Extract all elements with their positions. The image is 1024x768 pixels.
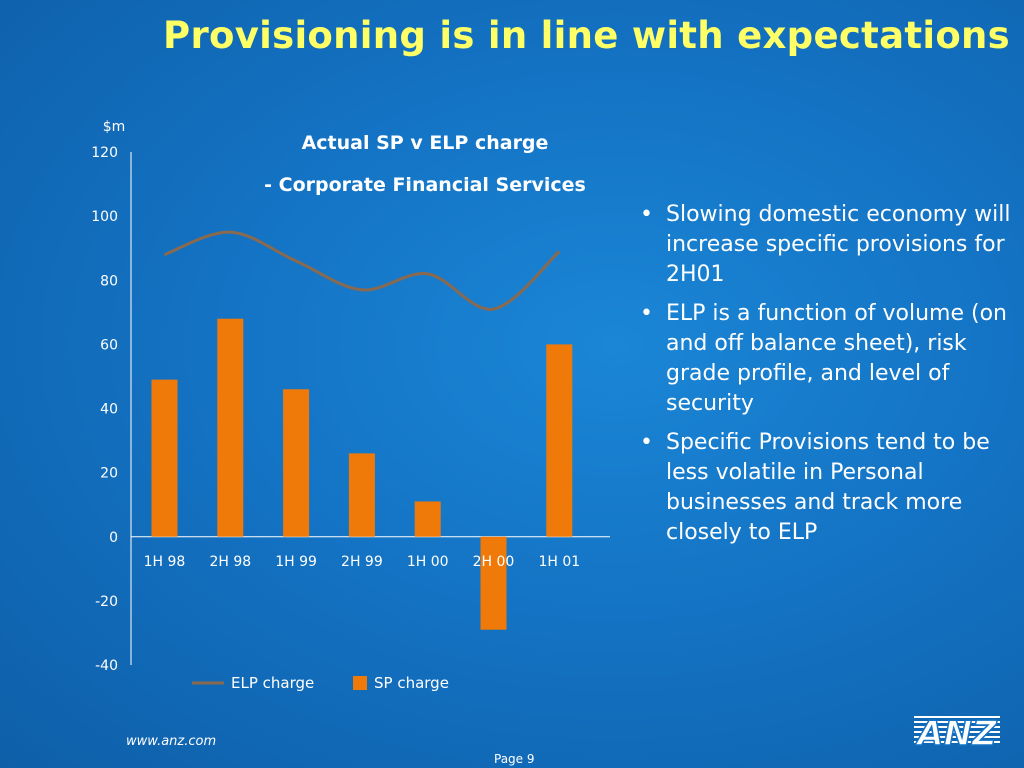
sp-charge-bar xyxy=(151,379,178,537)
footer-url: www.anz.com xyxy=(126,734,217,749)
anz-logo: ANZ xyxy=(914,713,1000,750)
page-number: Page 9 xyxy=(494,752,535,766)
x-tick-label: 2H 98 xyxy=(209,554,251,570)
legend-label-sp: SP charge xyxy=(374,674,449,692)
page-title: Provisioning is in line with expectation… xyxy=(163,14,1010,57)
x-tick-label: 1H 01 xyxy=(538,554,580,570)
x-tick-label: 1H 99 xyxy=(275,554,317,570)
y-tick-label: 80 xyxy=(100,273,118,289)
y-tick-label: 60 xyxy=(100,337,118,353)
legend-label-elp: ELP charge xyxy=(231,674,314,692)
bullet-item: Specific Provisions tend to be less vola… xyxy=(636,428,1016,548)
bullet-item: ELP is a function of volume (on and off … xyxy=(636,299,1016,419)
x-tick-label: 1H 00 xyxy=(407,554,449,570)
sp-charge-bar xyxy=(414,501,441,537)
elp-charge-line xyxy=(163,230,561,311)
x-tick-label: 2H 99 xyxy=(341,554,383,570)
chart-y-axis-label: $m xyxy=(103,119,126,135)
y-tick-label: 40 xyxy=(100,402,118,418)
bullet-list: Slowing domestic economy will increase s… xyxy=(636,200,1016,557)
sp-charge-bar xyxy=(546,344,573,537)
y-tick-label: -40 xyxy=(95,658,118,674)
sp-charge-bar xyxy=(283,389,310,537)
sp-charge-bar xyxy=(348,453,375,537)
legend-swatch-sp xyxy=(353,676,367,690)
chart-subtitle: - Corporate Financial Services xyxy=(264,174,586,196)
y-tick-label: -20 xyxy=(95,594,118,610)
logo-text: ANZ xyxy=(914,714,998,750)
sp-charge-bar xyxy=(480,536,507,630)
x-tick-label: 2H 00 xyxy=(473,554,515,570)
y-tick-label: 100 xyxy=(91,209,118,225)
bullet-item: Slowing domestic economy will increase s… xyxy=(636,200,1016,290)
y-tick-label: 0 xyxy=(109,530,118,546)
sp-charge-bar xyxy=(217,318,244,537)
y-tick-label: 20 xyxy=(100,466,118,482)
chart-title: Actual SP v ELP charge xyxy=(302,132,549,154)
x-tick-label: 1H 98 xyxy=(144,554,186,570)
y-tick-label: 120 xyxy=(91,145,118,161)
